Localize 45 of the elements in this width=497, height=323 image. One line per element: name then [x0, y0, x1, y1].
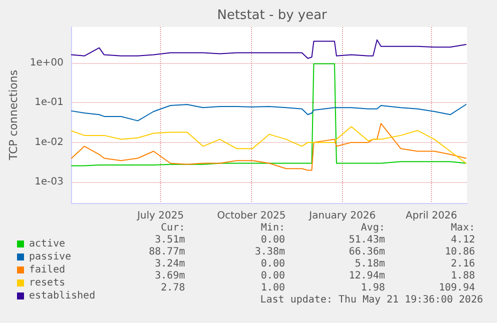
text: 1.88 — [450, 270, 475, 282]
text: 2.78 — [160, 282, 185, 294]
y-tick-label: 1e+00 — [30, 57, 64, 68]
line-series — [71, 104, 467, 122]
text: 109.94 — [438, 282, 475, 294]
text: Last update: Thu May 21 19:36:00 2026 — [260, 294, 483, 306]
text: 10.86 — [444, 246, 475, 258]
text: 3.38m — [254, 246, 285, 258]
text: Cur: — [160, 222, 185, 234]
text: 0.00 — [260, 270, 285, 282]
text: 3.24m — [154, 258, 185, 270]
text: 88.77m — [148, 246, 185, 258]
text: 0.00 — [260, 258, 285, 270]
x-tick-label: October 2025 — [217, 210, 286, 222]
legend-label: established — [29, 290, 96, 302]
legend-label: failed — [29, 264, 66, 276]
text: 4.12 — [450, 234, 475, 246]
chart-title: Netstat - by year — [217, 8, 328, 23]
legend-label: resets — [29, 278, 66, 288]
text: Avg: — [360, 222, 385, 234]
line-series — [71, 122, 467, 171]
text: Min: — [260, 222, 285, 234]
legend-label: active — [29, 238, 66, 250]
text: 1.00 — [260, 282, 285, 294]
text: 2.16 — [450, 258, 475, 270]
text: 66.36m — [348, 246, 385, 258]
text: 51.43m — [348, 234, 385, 246]
text: 3.69m — [154, 270, 185, 282]
legend-label: passive — [29, 252, 72, 262]
y-axis-title: TCP connections — [7, 70, 20, 162]
text: 1.98 — [360, 282, 385, 294]
line-series — [71, 63, 467, 166]
x-tick-label: April 2026 — [406, 210, 458, 222]
text: 0.00 — [260, 234, 285, 246]
text: 3.51m — [154, 234, 185, 246]
y-tick-label: 1e-02 — [34, 136, 64, 148]
x-tick-label: January 2026 — [308, 210, 376, 222]
line-series — [71, 126, 467, 164]
x-tick-label: July 2025 — [136, 210, 184, 222]
text: 12.94m — [348, 270, 385, 282]
y-tick-label: 1e-01 — [34, 97, 64, 108]
text: 5.18m — [354, 258, 385, 270]
text: Max: — [450, 222, 475, 234]
y-tick-label: 1e-03 — [34, 176, 64, 188]
line-series — [71, 39, 467, 59]
